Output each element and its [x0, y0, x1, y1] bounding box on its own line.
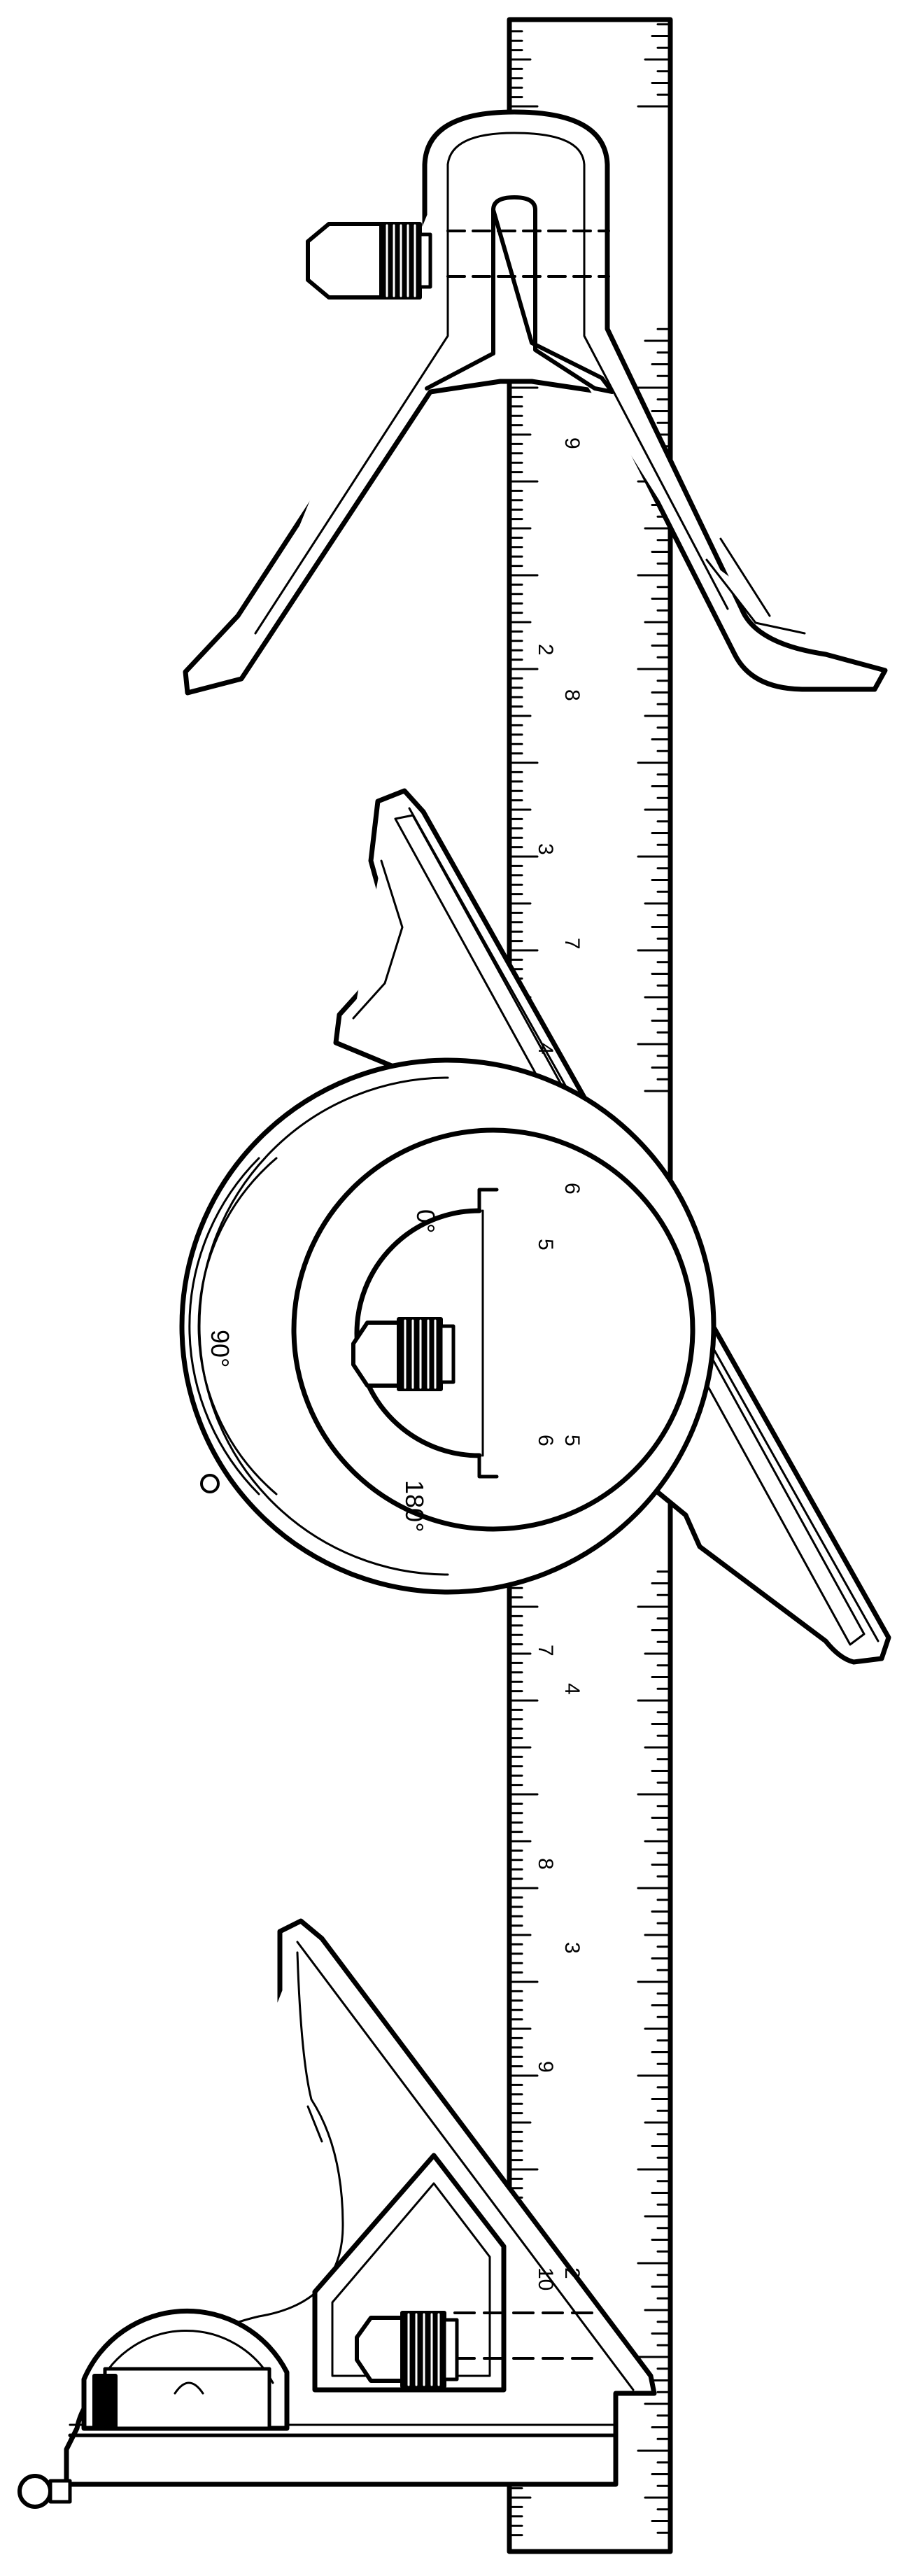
rule-cm-label: 3	[560, 1942, 584, 1954]
rule-inch-label: 7	[534, 1645, 557, 1656]
protractor-lock-nut	[351, 1317, 455, 1391]
rule-cm-label: 2	[560, 2267, 584, 2279]
rule-inch-label: 9	[534, 2061, 557, 2073]
rule-cm-label: 4	[560, 1683, 584, 1695]
rule-cm-label: 5	[560, 1435, 584, 1447]
center-head	[183, 109, 888, 696]
rule-inch-label: 10	[534, 2267, 557, 2290]
rule-inch-label: 3	[534, 843, 557, 855]
rule-cm-label: 7	[560, 938, 584, 950]
rule-inch-label: 8	[534, 1858, 557, 1870]
rule-inch-label: 4	[534, 1043, 557, 1055]
spirit-level-vial	[81, 2308, 290, 2431]
rule-cm-label: 9	[560, 437, 584, 449]
rule-inch-label: 6	[534, 1435, 557, 1447]
center-head-lock-nut	[306, 222, 432, 300]
rule-cm-label: 6	[560, 1183, 584, 1195]
rule-inch-label: 5	[534, 1239, 557, 1251]
protractor-label-0: 0°	[411, 1209, 440, 1233]
square-head-lock-nut	[355, 2311, 459, 2388]
protractor-label-90: 90°	[206, 1330, 234, 1367]
scriber-knob	[17, 2474, 72, 2509]
rule-inch-label: 2	[534, 644, 557, 656]
protractor-label-180: 180°	[400, 1480, 429, 1532]
rule-cm-label: 8	[560, 689, 584, 701]
